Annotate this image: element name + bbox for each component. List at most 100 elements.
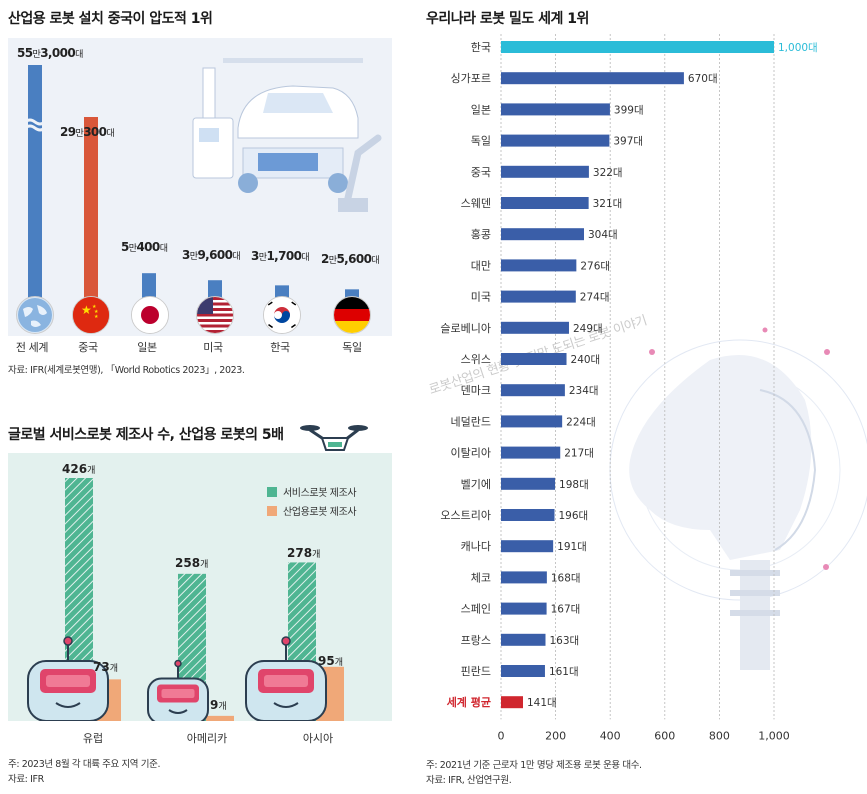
value-label: 217대 (564, 448, 594, 460)
bar-미국 (501, 290, 576, 303)
bar-중국 (501, 165, 589, 178)
value-europe-industrial: 73개 (93, 660, 118, 674)
installations-bar-chart (24, 65, 359, 306)
category-label: 독일 (471, 134, 491, 148)
region-label-asia: 아시아 (302, 732, 334, 745)
left-bottom-title: 글로벌 서비스로봇 제조사 수, 산업용 로봇의 5배 (8, 427, 284, 443)
value-america-industrial: 9개 (210, 698, 227, 712)
value-asia-industrial: 95개 (318, 654, 343, 668)
bar-체코 (501, 571, 547, 584)
right-source: 자료: IFR, 산업연구원. (426, 775, 512, 786)
value-label: 670대 (688, 73, 718, 85)
legend-service-robot: 서비스로봇 제조사 (267, 484, 357, 499)
bar-아메리카-산업용로봇 제조사 (206, 715, 234, 721)
country-label-china: 중국 (78, 341, 98, 354)
left-top-title: 산업용 로봇 설치 중국이 압도적 1위 (8, 11, 213, 27)
value-label: 321대 (593, 198, 623, 210)
category-label: 스위스 (461, 353, 491, 366)
svg-text:★: ★ (92, 304, 97, 310)
x-tick-label: 0 (498, 729, 505, 742)
value-label: 161대 (549, 666, 579, 678)
country-label-japan: 일본 (137, 341, 157, 354)
left-bottom-note: 주: 2023년 8월 각 대륙 주요 지역 기준. (8, 759, 161, 770)
usa-flag-icon (196, 296, 234, 334)
value-label: 304대 (588, 229, 618, 241)
svg-text:★: ★ (94, 314, 99, 320)
germany-flag-icon (333, 296, 371, 334)
category-label: 스웨덴 (461, 197, 491, 210)
category-label: 홍콩 (471, 227, 491, 241)
category-label: 미국 (471, 291, 491, 304)
category-label: 오스트리아 (440, 509, 491, 522)
value-label: 234대 (569, 385, 599, 397)
value-label: 274대 (580, 292, 610, 304)
china-flag-icon: ★ ★ ★ ★ (72, 296, 110, 334)
value-label: 167대 (551, 604, 581, 616)
value-label: 399대 (614, 104, 644, 116)
category-label: 이탈리아 (451, 447, 491, 460)
right-title: 우리나라 로봇 밀도 세계 1위 (426, 11, 589, 27)
category-label: 세계 평균 (447, 695, 491, 709)
value-label: 249대 (573, 323, 603, 335)
value-label-korea: 3만1,700대 (251, 249, 310, 263)
right-note: 주: 2021년 기준 근로자 1만 명당 제조용 로봇 운용 대수. (426, 760, 642, 771)
bar-이탈리아 (501, 446, 561, 459)
x-tick-label: 800 (709, 729, 730, 742)
robot-mascot-icon (27, 636, 109, 721)
category-label: 프랑스 (461, 634, 491, 647)
bar-핀란드 (501, 665, 545, 677)
category-label: 일본 (471, 102, 491, 116)
bar-벨기에 (501, 477, 556, 490)
bar-스위스 (501, 353, 567, 365)
country-label-korea: 한국 (270, 341, 290, 354)
drone-icon (300, 425, 368, 451)
x-tick-label: 600 (654, 729, 675, 742)
bar-네덜란드 (501, 415, 563, 428)
x-tick-label: 400 (600, 729, 621, 742)
category-label: 대만 (471, 259, 491, 272)
bar-중국 (84, 117, 98, 306)
country-label-usa: 미국 (203, 341, 223, 354)
bar-싱가포르 (501, 72, 684, 85)
bar-스웨덴 (501, 197, 589, 209)
svg-text:★: ★ (94, 309, 99, 315)
value-europe-service: 426개 (62, 462, 96, 476)
manufacturers-chart-panel (8, 453, 392, 721)
category-label: 슬로베니아 (440, 322, 491, 335)
bar-전 세계 (28, 65, 42, 306)
value-label: 224대 (566, 416, 596, 428)
svg-text:★: ★ (81, 303, 92, 317)
value-label: 240대 (571, 354, 601, 366)
value-label: 276대 (580, 260, 610, 272)
value-label: 196대 (559, 510, 589, 522)
bar-독일 (501, 134, 610, 147)
value-label-world: 55만3,000대 (17, 46, 83, 60)
category-label: 한국 (471, 41, 491, 54)
globe-icon (16, 296, 54, 334)
x-tick-label: 200 (545, 729, 566, 742)
bar-캐나다 (501, 540, 554, 553)
axis-break-mark (24, 118, 46, 132)
robot-head-illustration (609, 327, 867, 670)
region-label-america: 아메리카 (186, 732, 228, 745)
bar-홍콩 (501, 228, 584, 241)
category-label: 싱가포르 (451, 72, 491, 85)
installation-chart-panel (8, 38, 392, 336)
value-label: 191대 (557, 541, 587, 553)
bar-세계 평균 (501, 696, 523, 709)
region-label-europe: 유럽 (82, 732, 104, 745)
manufacturers-bar-chart (27, 478, 344, 721)
value-label-china: 29만300대 (60, 125, 115, 139)
bar-슬로베니아 (501, 321, 569, 334)
bar-프랑스 (501, 633, 546, 646)
country-label-germany: 독일 (342, 341, 362, 354)
left-bottom-source: 자료: IFR (8, 774, 44, 785)
japan-flag-icon (131, 296, 169, 334)
category-label: 스페인 (461, 603, 491, 616)
category-label: 네덜란드 (451, 415, 491, 428)
value-america-service: 258개 (175, 556, 209, 570)
bar-한국 (501, 41, 774, 53)
x-tick-label: 1,000 (758, 729, 790, 742)
value-label: 168대 (551, 572, 581, 584)
